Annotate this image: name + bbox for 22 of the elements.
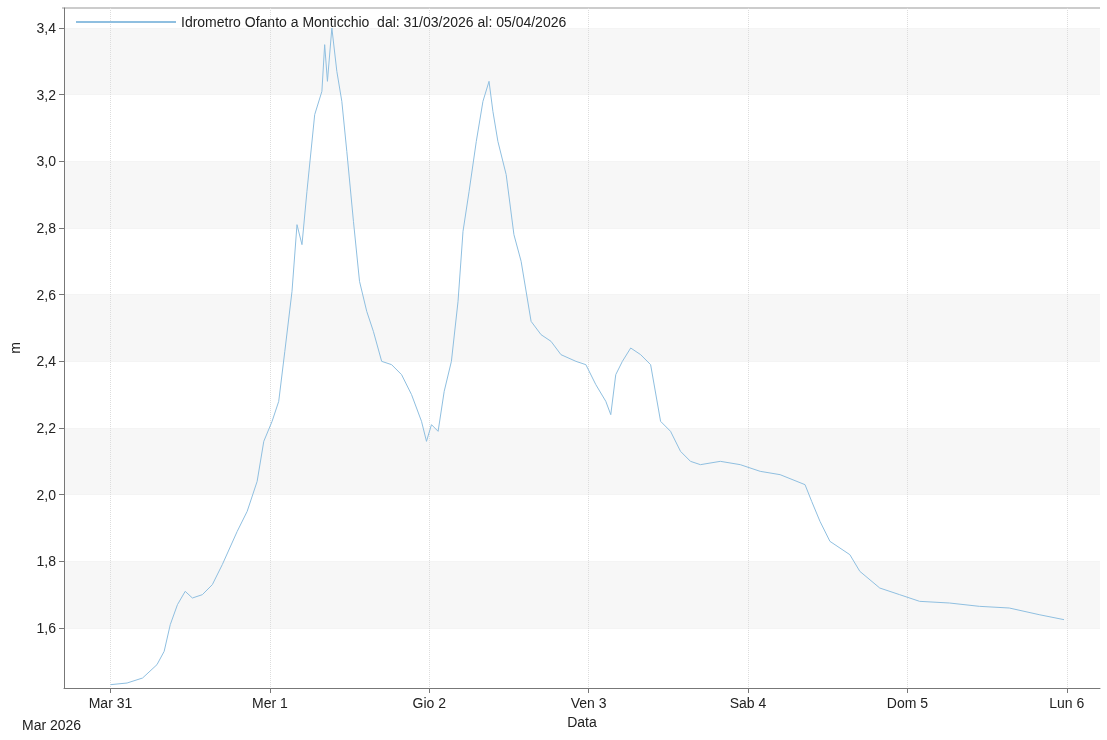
text: Mar 2026 [22,717,82,733]
x-tick-label: Mar 31 [88,695,133,711]
x-tick-label: Gio 2 [412,695,447,711]
y-tick-label: 2,8 [36,220,57,236]
y-tick-label: 2,6 [36,286,57,303]
x-axis-title: Data [567,713,597,730]
y-tick-label: 2,4 [36,353,57,370]
x-tick-label: Mer 1 [251,695,288,711]
y-tick-label: 3,2 [36,86,57,103]
line-series [109,27,1065,686]
text: Idrometro Ofanto a Monticchio dal: 31/03/2026 al: 05/04/2026 [181,14,567,30]
x-tick-label: Dom 5 [886,695,929,711]
x-tick-label: Sab 4 [729,695,767,711]
y-tick-label: 1,8 [36,553,57,570]
x-tick-label: Ven 3 [570,695,607,711]
y-tick-label: 2,2 [36,420,57,436]
y-tick-label: 2,0 [36,486,57,503]
x-tick-label: Lun 6 [1049,695,1085,711]
y-tick-label: 3,0 [36,153,57,170]
y-axis-title: m [7,342,23,354]
y-tick-label: 3,4 [36,20,57,36]
y-tick-label: 1,6 [36,620,57,636]
